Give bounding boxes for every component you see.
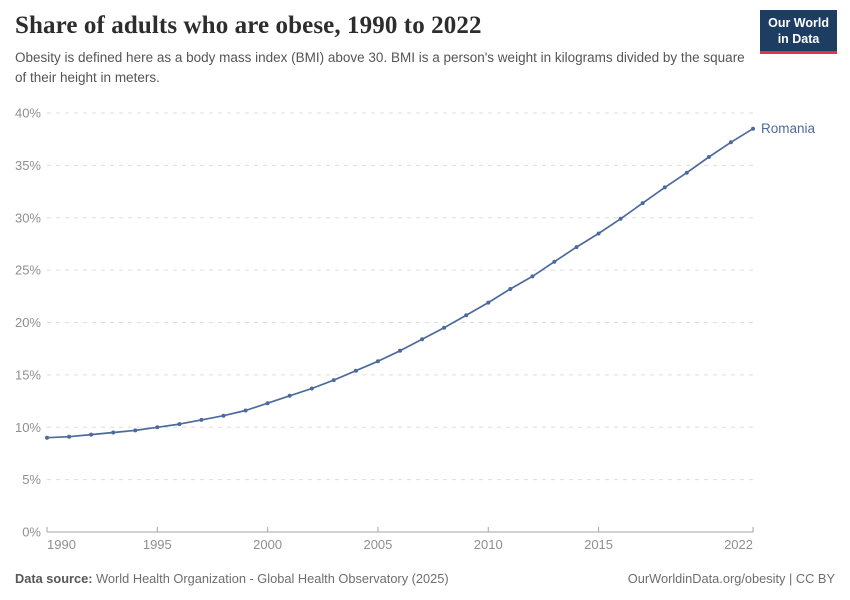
data-source-text: World Health Organization - Global Healt… — [92, 571, 449, 586]
data-point[interactable] — [265, 401, 270, 406]
data-point[interactable] — [89, 432, 94, 437]
y-tick-label: 5% — [22, 472, 41, 487]
y-tick-label: 0% — [22, 525, 41, 540]
x-tick-label: 2022 — [724, 537, 753, 552]
data-point[interactable] — [375, 359, 380, 364]
attribution-link[interactable]: OurWorldinData.org/obesity | CC BY — [627, 571, 835, 586]
data-point[interactable] — [398, 348, 402, 353]
y-tick-label: 40% — [15, 106, 41, 121]
y-tick-label: 35% — [15, 158, 41, 173]
data-point[interactable] — [287, 393, 292, 398]
data-point[interactable] — [155, 425, 160, 430]
chart-header: Share of adults who are obese, 1990 to 2… — [15, 12, 835, 87]
data-point[interactable] — [133, 428, 138, 433]
data-point[interactable] — [309, 386, 314, 391]
data-point[interactable] — [45, 435, 49, 440]
data-point[interactable] — [111, 430, 116, 435]
data-point[interactable] — [574, 245, 579, 250]
x-tick-label: 2015 — [584, 537, 613, 552]
data-point[interactable] — [243, 408, 248, 413]
y-tick-label: 10% — [15, 420, 41, 435]
data-point[interactable] — [751, 126, 755, 131]
x-tick-label: 1990 — [47, 537, 76, 552]
series-label[interactable]: Romania — [761, 121, 816, 136]
data-point[interactable] — [177, 422, 182, 427]
y-tick-label: 25% — [15, 263, 41, 278]
x-tick-label: 2005 — [363, 537, 392, 552]
page-title: Share of adults who are obese, 1990 to 2… — [15, 12, 482, 39]
y-tick-label: 15% — [15, 367, 41, 382]
data-point[interactable] — [640, 201, 645, 206]
data-source: Data source: World Health Organization -… — [15, 571, 449, 586]
data-point[interactable] — [728, 140, 733, 145]
owid-logo-line1: Our World — [768, 16, 829, 30]
data-point[interactable] — [221, 413, 226, 418]
line-chart: 0% 5% 10% 15% 20% 25% 30% 35% 40% 1990 1995 2000 200… — [0, 100, 850, 560]
chart-subtitle: Obesity is defined here as a body mass i… — [15, 50, 745, 85]
data-point[interactable] — [596, 231, 601, 236]
data-source-label: Data source: — [15, 571, 93, 586]
data-point[interactable] — [331, 378, 336, 383]
data-point[interactable] — [618, 216, 623, 221]
data-point[interactable] — [353, 368, 358, 373]
data-point[interactable] — [706, 155, 711, 159]
data-point[interactable] — [420, 337, 425, 342]
data-point[interactable] — [464, 313, 469, 318]
data-point[interactable] — [552, 259, 557, 264]
chart-svg: 0% 5% 10% 15% 20% 25% 30% 35% 40% 1990 1995 2000 200… — [15, 106, 816, 553]
chart-footer: Data source: World Health Organization -… — [15, 571, 835, 586]
data-point[interactable] — [662, 185, 667, 190]
x-tick-label: 1995 — [143, 537, 172, 552]
data-point[interactable] — [530, 274, 535, 279]
data-point[interactable] — [684, 170, 689, 175]
x-tick-label: 2010 — [474, 537, 503, 552]
owid-logo[interactable]: Our World in Data — [760, 10, 837, 54]
data-point[interactable] — [508, 287, 513, 291]
data-point[interactable] — [486, 300, 491, 305]
owid-logo-line2: in Data — [777, 32, 820, 47]
y-tick-label: 30% — [15, 210, 41, 225]
x-tick-label: 2000 — [253, 537, 282, 552]
data-point[interactable] — [442, 325, 447, 330]
data-point[interactable] — [67, 434, 72, 439]
y-tick-label: 20% — [15, 315, 41, 330]
series-line[interactable] — [46, 127, 754, 439]
data-point[interactable] — [199, 417, 204, 422]
